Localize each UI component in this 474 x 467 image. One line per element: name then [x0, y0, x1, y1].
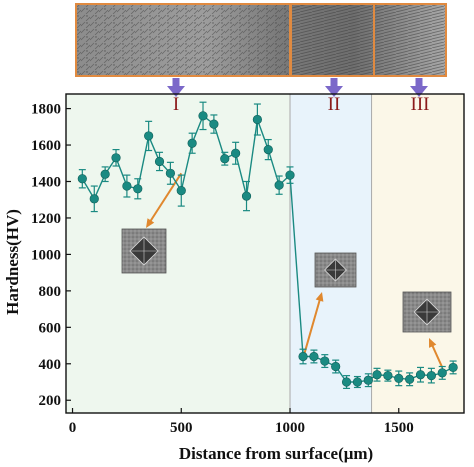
data-point-21 — [298, 351, 308, 362]
pointer-arrow-head-1 — [167, 86, 185, 97]
x-axis-title: Distance from surface(μm) — [179, 444, 373, 463]
indent-pointer-head-1 — [146, 218, 155, 228]
data-point-25 — [341, 377, 352, 387]
indent-pointer-head-2 — [315, 292, 324, 302]
data-point-23 — [320, 356, 330, 366]
data-point-28 — [372, 370, 382, 380]
region-pointer-arrows — [167, 78, 428, 97]
x-tick-label-1000: 1000 — [275, 420, 305, 436]
microstructure-strip — [75, 3, 447, 77]
data-point-15 — [231, 148, 241, 158]
data-point-20 — [285, 170, 295, 180]
data-point-18 — [263, 144, 273, 155]
data-point-16 — [241, 191, 252, 201]
x-tick-label-0: 0 — [69, 420, 77, 436]
micrograph-texture-2 — [291, 4, 446, 76]
data-point-33 — [426, 371, 436, 381]
region-label-ii: II — [328, 94, 341, 115]
data-point-31 — [405, 374, 415, 384]
data-point-2 — [89, 194, 99, 204]
y-tick-label-600: 600 — [39, 320, 62, 336]
region-backgrounds — [66, 94, 464, 413]
data-point-12 — [198, 111, 208, 121]
data-point-10 — [176, 186, 186, 196]
data-point-11 — [187, 138, 197, 148]
hardness-series — [77, 101, 458, 389]
y-tick-label-1000: 1000 — [31, 247, 61, 263]
data-point-13 — [209, 119, 219, 129]
y-tick-label-1600: 1600 — [31, 138, 61, 154]
y-axis-title: Hardness(HV) — [3, 209, 22, 315]
pointer-arrow-shaft-2 — [330, 78, 338, 87]
region-label-iii: III — [411, 94, 430, 115]
data-point-3 — [100, 169, 110, 179]
indent-diagonals-1 — [129, 236, 159, 266]
pointer-arrow-head-2 — [325, 86, 343, 97]
y-tick-label-200: 200 — [39, 393, 62, 409]
x-tick-label-1500: 1500 — [384, 420, 414, 436]
data-point-14 — [220, 154, 230, 164]
y-tick-label-1400: 1400 — [31, 174, 61, 190]
indent-pointer-head-3 — [429, 338, 437, 348]
x-tick-label-500: 500 — [170, 420, 193, 436]
indent-diagonals-3 — [414, 299, 440, 325]
data-point-30 — [394, 373, 404, 383]
y-tick-label-1800: 1800 — [31, 102, 61, 118]
data-point-17 — [252, 114, 262, 125]
region-bg-3 — [371, 94, 464, 413]
y-tick-label-1200: 1200 — [31, 211, 61, 227]
pointer-arrow-shaft-3 — [415, 78, 423, 87]
data-point-32 — [415, 370, 426, 380]
pointer-arrow-head-3 — [410, 86, 428, 97]
data-point-8 — [154, 156, 165, 167]
data-point-6 — [133, 184, 143, 194]
data-point-34 — [437, 368, 447, 378]
micrograph-zone-iii-frame — [373, 3, 447, 77]
pointer-arrow-shaft-1 — [172, 78, 180, 87]
indent-diagonals-2 — [324, 259, 347, 281]
indentation-insets — [121, 172, 452, 368]
axes: 0 500 1000 1500 200 400 600 800 1000 1200 1400 1600… — [31, 93, 465, 436]
data-point-19 — [274, 180, 284, 190]
data-point-35 — [448, 362, 458, 373]
data-point-22 — [309, 351, 319, 362]
data-point-26 — [352, 377, 363, 387]
data-point-29 — [383, 371, 393, 381]
region-labels: I II III — [173, 94, 430, 115]
data-point-7 — [144, 131, 154, 141]
y-tick-label-800: 800 — [39, 284, 62, 300]
region-bg-1 — [66, 94, 291, 413]
data-point-24 — [331, 361, 341, 372]
micrograph-texture-1 — [76, 4, 291, 76]
data-point-1 — [77, 174, 87, 184]
data-point-4 — [111, 153, 121, 163]
data-point-9 — [165, 168, 175, 178]
data-point-5 — [122, 181, 132, 191]
region-label-i: I — [173, 94, 179, 115]
indent-pointer-line-3 — [430, 343, 444, 368]
data-point-27 — [363, 375, 373, 385]
y-tick-label-400: 400 — [39, 357, 62, 373]
indent-pointer-line-2 — [302, 298, 322, 359]
plot-frame — [65, 93, 465, 414]
